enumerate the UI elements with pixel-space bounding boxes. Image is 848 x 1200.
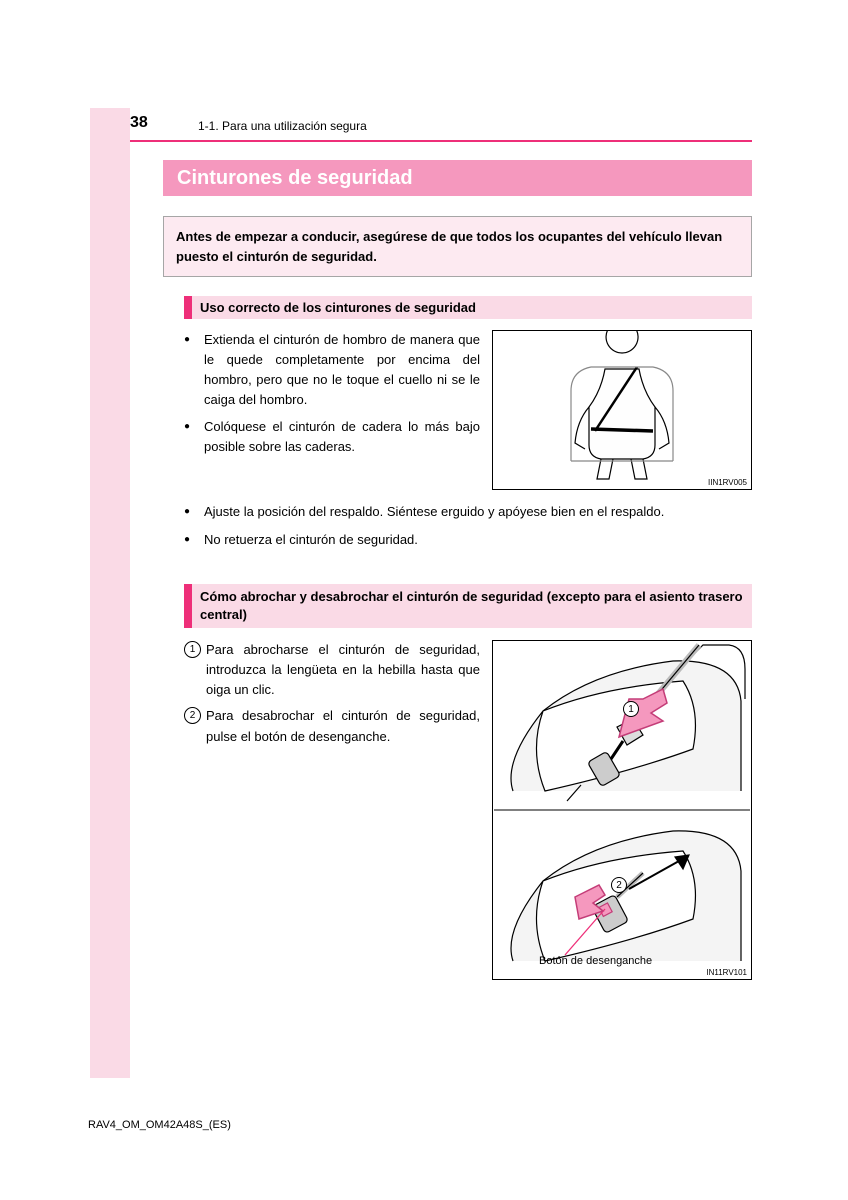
list-item: Ajuste la posición del respaldo. Siéntes… — [184, 502, 752, 522]
figure-code: IIN1RV005 — [708, 478, 747, 487]
section2-content: Para abrocharse el cinturón de seguridad… — [184, 640, 752, 980]
section-sidebar — [90, 108, 130, 1078]
section-heading-2: Cómo abrochar y desabrochar el cinturón … — [184, 584, 752, 628]
intro-callout: Antes de empezar a conducir, asegúrese d… — [163, 216, 752, 277]
list-item: Para abrocharse el cinturón de seguridad… — [184, 640, 480, 700]
figure-buckle: 1 2 Botón de desenganche IN11RV101 — [492, 640, 752, 980]
buckle-illustration — [493, 641, 751, 979]
step-marker-2: 2 — [611, 877, 627, 893]
list-item: Colóquese el cinturón de cadera lo más b… — [184, 417, 480, 457]
section1-content: Extienda el cinturón de hombro de manera… — [184, 330, 752, 490]
title-banner: Cinturones de seguridad — [163, 160, 752, 196]
section2-text: Para abrocharse el cinturón de seguridad… — [184, 640, 480, 980]
list-item: Para desabrochar el cinturón de segurida… — [184, 706, 480, 746]
section-path: 1-1. Para una utilización segura — [198, 119, 367, 133]
header-rule — [130, 140, 752, 142]
figure-seatbelt-posture: IIN1RV005 — [492, 330, 752, 490]
step-marker-1: 1 — [623, 701, 639, 717]
list-item: Extienda el cinturón de hombro de manera… — [184, 330, 480, 411]
figure-label-release: Botón de desenganche — [539, 955, 652, 967]
list-item: No retuerza el cinturón de seguridad. — [184, 530, 752, 550]
section-heading-1: Uso correcto de los cinturones de seguri… — [184, 296, 752, 319]
document-code: RAV4_OM_OM42A48S_(ES) — [88, 1119, 231, 1131]
section1-text: Extienda el cinturón de hombro de manera… — [184, 330, 480, 490]
page-title: Cinturones de seguridad — [177, 167, 413, 190]
section1-below-list: Ajuste la posición del respaldo. Siéntes… — [184, 502, 752, 558]
figure-code: IN11RV101 — [706, 968, 747, 977]
page-number: 38 — [130, 114, 148, 132]
seatbelt-posture-illustration — [493, 331, 751, 489]
